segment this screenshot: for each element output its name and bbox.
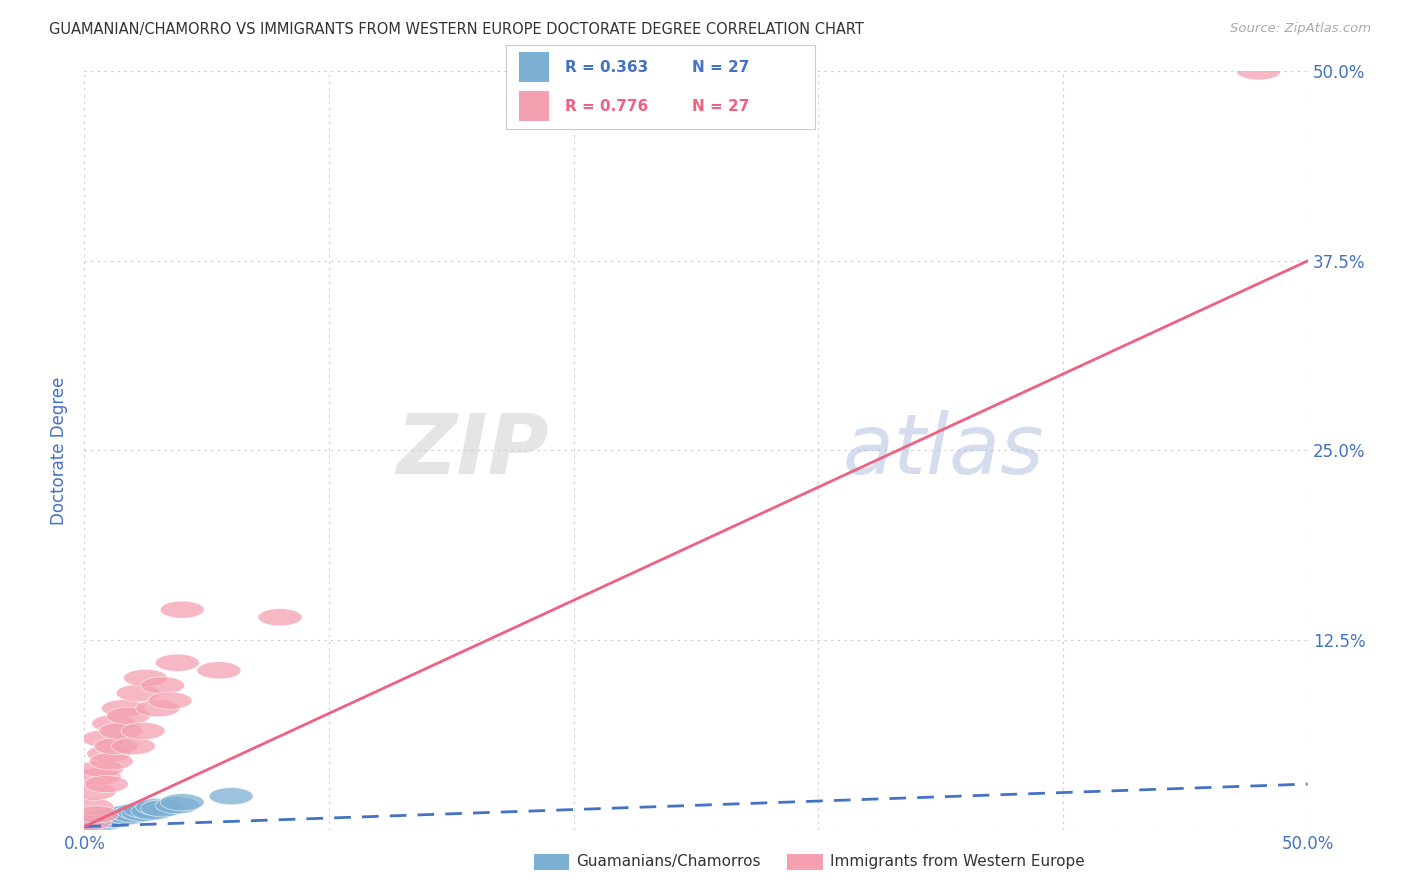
Text: ZIP: ZIP	[396, 410, 550, 491]
Ellipse shape	[91, 810, 136, 828]
Ellipse shape	[82, 730, 127, 747]
Ellipse shape	[75, 805, 118, 823]
Ellipse shape	[108, 805, 153, 822]
Ellipse shape	[124, 801, 167, 819]
Ellipse shape	[70, 815, 114, 832]
Y-axis label: Doctorate Degree: Doctorate Degree	[49, 376, 67, 524]
Ellipse shape	[70, 798, 114, 815]
FancyBboxPatch shape	[519, 53, 550, 82]
Ellipse shape	[111, 805, 155, 823]
Ellipse shape	[94, 738, 138, 755]
Ellipse shape	[136, 798, 180, 815]
Ellipse shape	[259, 608, 302, 626]
Ellipse shape	[141, 677, 184, 694]
Ellipse shape	[111, 738, 155, 755]
Ellipse shape	[107, 807, 150, 824]
Text: Guamanians/Chamorros: Guamanians/Chamorros	[576, 855, 761, 869]
Ellipse shape	[94, 807, 138, 824]
Ellipse shape	[131, 803, 174, 820]
Ellipse shape	[80, 760, 124, 778]
Ellipse shape	[141, 800, 184, 817]
Ellipse shape	[77, 815, 121, 832]
Ellipse shape	[82, 814, 127, 830]
Ellipse shape	[67, 814, 111, 830]
Ellipse shape	[117, 803, 160, 820]
Ellipse shape	[160, 794, 204, 811]
Ellipse shape	[84, 812, 128, 829]
Ellipse shape	[121, 805, 165, 822]
Ellipse shape	[82, 810, 127, 828]
Text: N = 27: N = 27	[692, 60, 749, 75]
Ellipse shape	[121, 723, 165, 739]
Ellipse shape	[80, 812, 124, 829]
Ellipse shape	[72, 816, 117, 834]
Ellipse shape	[89, 753, 134, 770]
FancyBboxPatch shape	[519, 91, 550, 120]
Ellipse shape	[77, 768, 121, 785]
Ellipse shape	[155, 654, 200, 672]
Ellipse shape	[89, 809, 134, 826]
Ellipse shape	[1237, 62, 1281, 80]
Ellipse shape	[98, 809, 143, 826]
Ellipse shape	[101, 805, 146, 823]
Ellipse shape	[148, 692, 193, 709]
Ellipse shape	[136, 699, 180, 717]
Text: R = 0.363: R = 0.363	[565, 60, 648, 75]
Text: Source: ZipAtlas.com: Source: ZipAtlas.com	[1230, 22, 1371, 36]
Text: GUAMANIAN/CHAMORRO VS IMMIGRANTS FROM WESTERN EUROPE DOCTORATE DEGREE CORRELATIO: GUAMANIAN/CHAMORRO VS IMMIGRANTS FROM WE…	[49, 22, 865, 37]
Text: Immigrants from Western Europe: Immigrants from Western Europe	[830, 855, 1084, 869]
Ellipse shape	[101, 699, 146, 717]
Ellipse shape	[124, 669, 167, 687]
Ellipse shape	[197, 662, 240, 679]
Ellipse shape	[98, 723, 143, 739]
Text: atlas: atlas	[842, 410, 1045, 491]
Ellipse shape	[160, 601, 204, 618]
Text: R = 0.776: R = 0.776	[565, 98, 648, 113]
Ellipse shape	[155, 797, 200, 814]
Text: N = 27: N = 27	[692, 98, 749, 113]
Ellipse shape	[91, 714, 136, 732]
Ellipse shape	[107, 707, 150, 724]
Ellipse shape	[84, 775, 128, 793]
Ellipse shape	[87, 810, 131, 828]
Ellipse shape	[117, 684, 160, 702]
Ellipse shape	[209, 788, 253, 805]
Ellipse shape	[72, 783, 117, 800]
Ellipse shape	[67, 816, 111, 834]
Ellipse shape	[75, 814, 118, 830]
Ellipse shape	[87, 745, 131, 763]
